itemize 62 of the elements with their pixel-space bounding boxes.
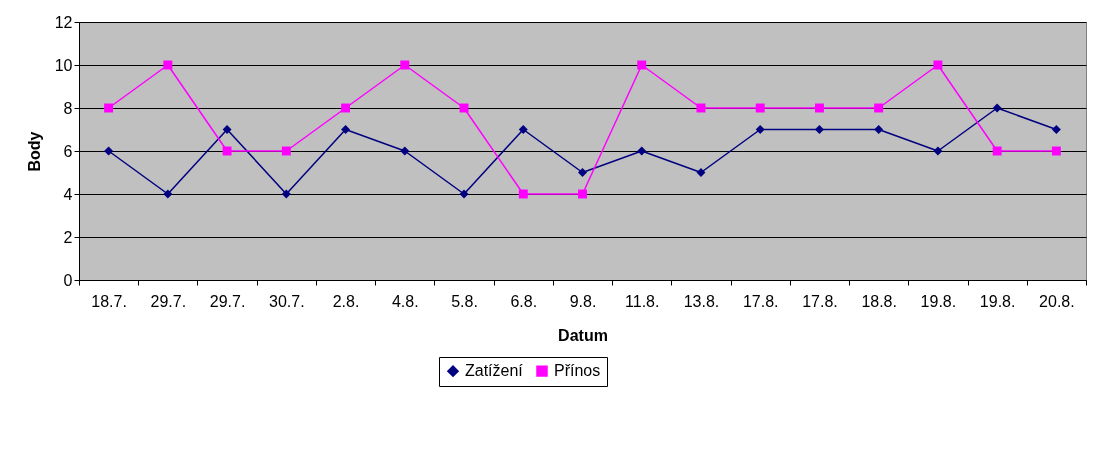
x-tick-label: 18.8. bbox=[861, 292, 897, 310]
x-tick-label: 5.8. bbox=[451, 292, 478, 310]
point bbox=[400, 60, 410, 70]
x-tick-label: 17.8. bbox=[742, 292, 779, 310]
point bbox=[341, 103, 351, 113]
y-tick-label: 4 bbox=[63, 185, 73, 203]
point bbox=[696, 103, 706, 113]
x-tick-label: 9.8. bbox=[569, 292, 597, 310]
point bbox=[933, 60, 943, 70]
y-tick-label: 8 bbox=[63, 99, 73, 117]
x-tick-label: 13.8. bbox=[683, 292, 720, 310]
legend-label: Zatížení bbox=[465, 362, 524, 380]
x-tick-label: 18.7. bbox=[91, 292, 127, 310]
y-tick-label: 0 bbox=[63, 271, 73, 289]
point bbox=[814, 103, 824, 113]
point bbox=[578, 168, 587, 177]
x-tick-label: 29.7. bbox=[150, 292, 187, 310]
point bbox=[518, 125, 528, 134]
point bbox=[518, 189, 528, 199]
x-tick-label: 4.8. bbox=[391, 292, 419, 310]
point bbox=[163, 189, 173, 199]
point bbox=[104, 103, 114, 113]
point bbox=[104, 146, 114, 156]
y-tick-label: 10 bbox=[54, 56, 73, 74]
point bbox=[814, 125, 824, 134]
point bbox=[637, 146, 647, 156]
point bbox=[696, 168, 706, 177]
point bbox=[163, 60, 173, 70]
point bbox=[281, 146, 291, 156]
point bbox=[222, 146, 232, 156]
y-tick-label: 6 bbox=[63, 142, 73, 160]
x-tick-label: 19.8. bbox=[979, 292, 1016, 310]
point bbox=[1051, 125, 1061, 134]
x-axis-title: Datum bbox=[558, 326, 608, 344]
y-tick-label: 2 bbox=[63, 228, 73, 246]
point bbox=[459, 189, 469, 199]
x-tick-label: 29.7. bbox=[209, 292, 246, 310]
legend-label: Přínos bbox=[554, 362, 601, 380]
point bbox=[755, 103, 765, 113]
y-axis-title: Body bbox=[25, 131, 43, 172]
x-tick-label: 6.8. bbox=[510, 292, 538, 310]
point bbox=[1051, 146, 1061, 156]
point bbox=[578, 189, 587, 199]
point bbox=[992, 146, 1002, 156]
point bbox=[341, 125, 351, 134]
point bbox=[874, 125, 884, 134]
point bbox=[222, 125, 232, 134]
y-tick-label: 12 bbox=[54, 13, 73, 31]
x-tick-label: 11.8. bbox=[625, 292, 660, 310]
x-tick-label: 19.8. bbox=[920, 292, 957, 310]
x-tick-label: 30.7. bbox=[269, 292, 305, 310]
point bbox=[281, 189, 291, 199]
point bbox=[755, 125, 765, 134]
point bbox=[459, 103, 469, 113]
x-tick-label: 20.8. bbox=[1039, 292, 1075, 310]
x-tick-label: 17.8. bbox=[802, 292, 838, 310]
point bbox=[874, 103, 884, 113]
point bbox=[992, 103, 1002, 113]
point bbox=[400, 146, 410, 156]
x-tick-label: 2.8. bbox=[332, 292, 360, 310]
point bbox=[933, 146, 943, 156]
point bbox=[637, 60, 647, 70]
